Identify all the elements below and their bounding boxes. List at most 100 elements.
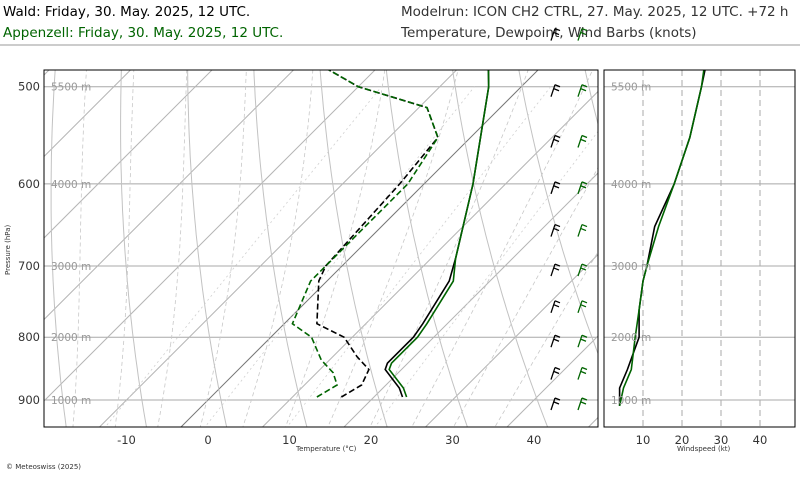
- wind-barb-wald: [550, 27, 561, 41]
- dry-adiabat: [253, 70, 308, 427]
- altitude-label: 2000 m: [51, 332, 91, 344]
- wind-barb-wald: [550, 223, 561, 237]
- windspeed-frame: [603, 69, 796, 428]
- isotherm: [261, 90, 598, 427]
- y-tick-label: 500: [18, 80, 40, 94]
- moist-adiabat: [199, 70, 247, 427]
- dry-adiabat: [452, 70, 549, 427]
- mixing-ratio: [374, 130, 598, 427]
- dry-adiabat: [50, 70, 67, 427]
- moist-adiabat: [411, 70, 594, 427]
- moist-adiabat: [72, 70, 87, 427]
- moist-adiabat: [452, 166, 598, 427]
- x-tick-label: 0: [204, 433, 211, 447]
- altitude-label: 1000 m: [51, 395, 91, 407]
- dry-adiabat: [385, 70, 468, 427]
- x-tick-label: 40: [527, 433, 542, 447]
- chart-subtitle: Temperature, Dewpoint, Wind Barbs (knots…: [400, 25, 697, 41]
- windspeed-altitude-label: 1000 m: [611, 395, 651, 407]
- x-tick-label: 30: [445, 433, 460, 447]
- altitude-label: 3000 m: [51, 261, 91, 273]
- wald-dewpoint-line: [316, 70, 439, 398]
- wind-barb-wald: [550, 263, 561, 277]
- dry-adiabat: [319, 70, 388, 427]
- wind-barb-appenzell: [577, 134, 588, 148]
- wald-temperature-line: [384, 70, 490, 398]
- wind-barb-appenzell: [577, 27, 588, 41]
- appenzell-windspeed-line: [618, 70, 705, 407]
- appenzell-temperature-line: [388, 70, 490, 398]
- dry-adiabat: [710, 0, 800, 480]
- wind-barb-wald: [550, 300, 561, 314]
- x-tick-label: -10: [117, 433, 136, 447]
- dry-adiabat: [120, 70, 147, 427]
- mixing-ratio: [204, 86, 475, 427]
- isotherm: [0, 0, 320, 480]
- x-tick-label: 20: [364, 433, 379, 447]
- isotherm: [98, 70, 458, 427]
- isotherm: [44, 70, 295, 321]
- dry-adiabat: [518, 70, 598, 355]
- wind-barb-appenzell: [577, 334, 588, 348]
- isotherm: [44, 70, 213, 239]
- wind-barbs: [550, 27, 588, 411]
- copyright: © Meteoswiss (2025): [6, 463, 81, 471]
- moist-adiabat: [30, 0, 100, 456]
- mixing-ratio: [286, 86, 552, 427]
- wind-barb-appenzell: [577, 300, 588, 314]
- windspeed-series: [618, 70, 706, 407]
- windspeed-grid: [604, 70, 795, 427]
- isotherm: [180, 70, 539, 427]
- y-tick-label: 700: [18, 259, 40, 273]
- y-tick-label: 800: [18, 330, 40, 344]
- wind-barb-appenzell: [577, 397, 588, 411]
- dry-adiabat: [584, 70, 598, 127]
- dry-adiabat: [601, 0, 800, 480]
- wind-barb-appenzell: [577, 263, 588, 277]
- modelrun-label: Modelrun: ICON CH2 CTRL, 27. May. 2025, …: [401, 4, 789, 20]
- moist-adiabat: [494, 250, 598, 427]
- altitude-label: 5500 m: [51, 82, 91, 94]
- windspeed-tick-label: 30: [714, 433, 729, 447]
- isotherm: [506, 335, 598, 427]
- moist-adiabat: [285, 70, 386, 427]
- wind-barb-appenzell: [577, 181, 588, 195]
- station2-title: Appenzell: Friday, 30. May. 2025, 12 UTC…: [3, 25, 283, 41]
- moist-adiabat: [114, 70, 135, 427]
- windspeed-altitude-label: 2000 m: [611, 332, 651, 344]
- dry-adiabat: [187, 70, 228, 427]
- windspeed-altitude-label: 4000 m: [611, 179, 651, 191]
- wind-barb-wald: [550, 134, 561, 148]
- isotherm: [44, 70, 132, 158]
- wind-barb-wald: [550, 366, 561, 380]
- wind-barb-appenzell: [577, 223, 588, 237]
- windspeed-axis-label: Windspeed (kt): [677, 445, 730, 453]
- moist-adiabat: [242, 70, 314, 427]
- wind-barb-wald: [550, 397, 561, 411]
- y-tick-label: 600: [18, 177, 40, 191]
- x-axis-label: Temperature (°C): [295, 445, 357, 453]
- moist-adiabat: [369, 70, 529, 427]
- wind-barb-wald: [550, 181, 561, 195]
- wind-barb-wald: [550, 334, 561, 348]
- station1-title: Wald: Friday, 30. May. 2025, 12 UTC.: [3, 4, 250, 20]
- isotherm: [0, 0, 239, 480]
- windspeed-altitude-label: 5500 m: [611, 82, 651, 94]
- isotherm: [424, 253, 598, 427]
- wald-windspeed-line: [618, 70, 706, 406]
- skewt-frame: [43, 69, 599, 428]
- skewt-axes: 300400500600700800900-100102030409000 m7…: [18, 80, 542, 447]
- wind-barb-appenzell: [577, 366, 588, 380]
- isotherm: [44, 70, 376, 402]
- y-axis-label: Pressure (hPa): [4, 225, 12, 275]
- skewt-series: [291, 70, 490, 398]
- wind-barb-appenzell: [577, 84, 588, 97]
- altitude-label: 4000 m: [51, 179, 91, 191]
- windspeed-altitude-label: 3000 m: [611, 261, 651, 273]
- moist-adiabat: [327, 70, 459, 427]
- dry-adiabat: [656, 0, 800, 480]
- isotherm: [343, 172, 598, 427]
